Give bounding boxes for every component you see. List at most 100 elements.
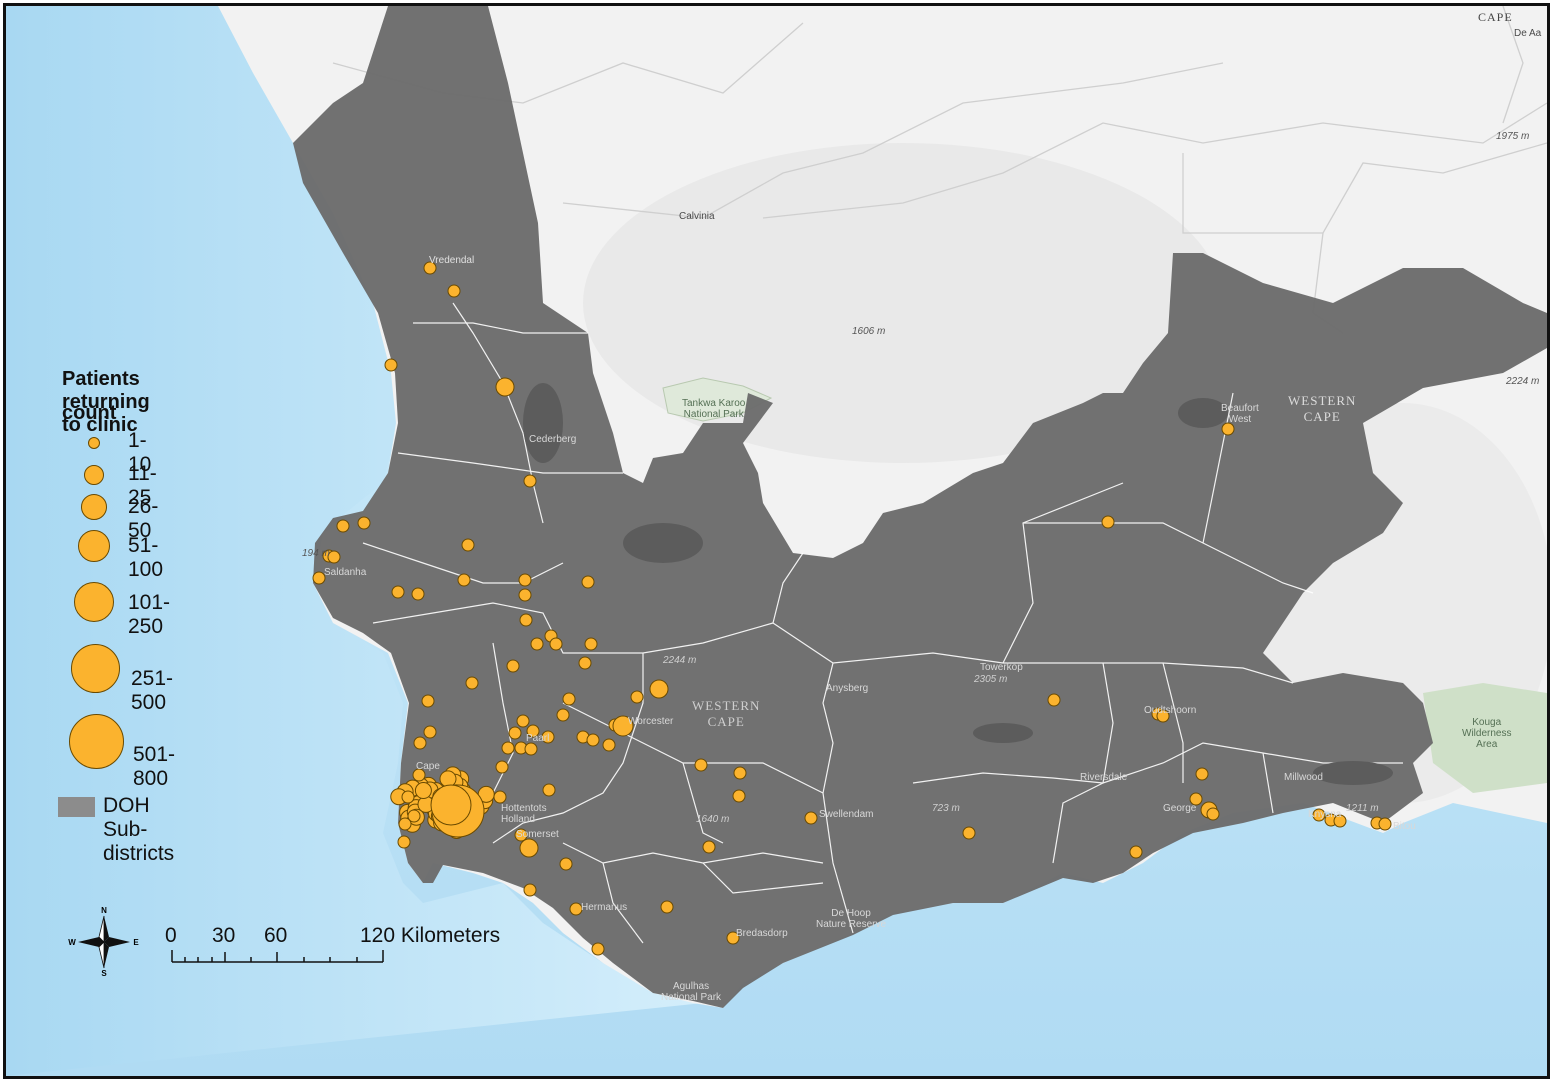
patient-count-symbol[interactable] xyxy=(508,726,522,740)
patient-count-symbol[interactable] xyxy=(1047,693,1061,707)
patient-count-symbol[interactable] xyxy=(457,573,471,587)
patient-count-symbol[interactable] xyxy=(586,733,600,747)
patient-count-symbol[interactable] xyxy=(519,613,533,627)
patient-count-symbol[interactable] xyxy=(556,708,570,722)
patient-count-symbol[interactable] xyxy=(412,768,426,782)
patient-count-symbol[interactable] xyxy=(407,809,421,823)
patient-count-symbol[interactable] xyxy=(430,784,472,826)
patient-count-symbol[interactable] xyxy=(530,637,544,651)
patient-count-symbol[interactable] xyxy=(581,575,595,589)
elev-194: 194 m xyxy=(302,548,330,559)
patient-count-symbol[interactable] xyxy=(423,261,437,275)
south-label: S xyxy=(101,969,107,978)
patient-count-symbol[interactable] xyxy=(519,838,539,858)
patient-count-symbol[interactable] xyxy=(421,694,435,708)
patient-count-symbol[interactable] xyxy=(524,742,538,756)
patient-count-symbol[interactable] xyxy=(1206,807,1220,821)
patient-count-symbol[interactable] xyxy=(562,692,576,706)
patient-count-symbol[interactable] xyxy=(542,783,556,797)
patient-count-symbol[interactable] xyxy=(336,519,350,533)
patient-count-symbol[interactable] xyxy=(591,942,605,956)
patient-count-symbol[interactable] xyxy=(526,724,540,738)
patient-count-symbol[interactable] xyxy=(518,573,532,587)
scale-label-120: 120 Kilometers xyxy=(360,924,501,947)
patient-count-symbol[interactable] xyxy=(411,587,425,601)
legend-title-line2: count xyxy=(62,402,117,424)
patient-count-symbol[interactable] xyxy=(514,828,528,842)
patient-count-symbol[interactable] xyxy=(962,826,976,840)
patient-count-symbol[interactable] xyxy=(1378,817,1392,831)
patient-count-symbol[interactable] xyxy=(414,782,432,800)
patient-count-symbol[interactable] xyxy=(439,770,457,788)
legend-symbol-1 xyxy=(88,437,100,449)
label-calvinia: Calvinia xyxy=(679,211,715,222)
patient-count-symbol[interactable] xyxy=(1129,845,1143,859)
elev-1606: 1606 m xyxy=(852,326,886,337)
patient-count-symbol[interactable] xyxy=(541,730,555,744)
patient-count-symbol[interactable] xyxy=(506,659,520,673)
patient-count-symbol[interactable] xyxy=(549,637,563,651)
legend-label-4: 51-100 xyxy=(128,534,164,581)
patient-count-symbol[interactable] xyxy=(327,550,341,564)
patient-count-symbol[interactable] xyxy=(804,811,818,825)
north-label: N xyxy=(101,906,107,915)
patient-count-symbol[interactable] xyxy=(401,790,415,804)
label-de-aar: De Aa xyxy=(1514,28,1542,39)
patient-count-symbol[interactable] xyxy=(694,758,708,772)
patient-count-symbol[interactable] xyxy=(501,741,515,755)
patient-count-symbol[interactable] xyxy=(523,474,537,488)
patient-count-symbol[interactable] xyxy=(602,738,616,752)
patient-count-symbol[interactable] xyxy=(1195,767,1209,781)
patient-count-symbol[interactable] xyxy=(357,516,371,530)
label-millwood: Millwood xyxy=(1284,772,1323,783)
patient-count-symbol[interactable] xyxy=(495,377,515,397)
patient-count-symbol[interactable] xyxy=(559,857,573,871)
patient-count-symbol[interactable] xyxy=(493,790,507,804)
patient-count-symbol[interactable] xyxy=(391,585,405,599)
legend-label-5: 101-250 xyxy=(128,591,171,638)
terrain-shade xyxy=(583,143,1223,463)
label-bredasdorp: Bredasdorp xyxy=(736,928,788,939)
patient-count-symbol[interactable] xyxy=(1156,709,1170,723)
patient-count-symbol[interactable] xyxy=(447,284,461,298)
patient-count-symbol[interactable] xyxy=(516,714,530,728)
patient-count-symbol[interactable] xyxy=(495,760,509,774)
patient-count-symbol[interactable] xyxy=(612,715,634,737)
elev-2305: 2305 m xyxy=(974,674,1008,685)
patient-count-symbol[interactable] xyxy=(397,835,411,849)
patient-count-symbol[interactable] xyxy=(1189,792,1203,806)
patient-count-symbol[interactable] xyxy=(465,676,479,690)
patient-count-symbol[interactable] xyxy=(1312,808,1326,822)
scale-label-60: 60 xyxy=(264,924,288,947)
patient-count-symbol[interactable] xyxy=(649,679,669,699)
legend-symbol-6 xyxy=(71,644,120,693)
patient-count-symbol[interactable] xyxy=(518,588,532,602)
label-oudtshoorn: Oudtshoorn xyxy=(1144,705,1197,716)
patient-count-symbol[interactable] xyxy=(726,931,740,945)
patient-count-symbol[interactable] xyxy=(523,883,537,897)
scale-label-30: 30 xyxy=(212,924,236,947)
patient-count-symbol[interactable] xyxy=(1221,422,1235,436)
label-somerset: Somerset xyxy=(516,829,559,840)
patient-count-symbol[interactable] xyxy=(569,902,583,916)
patient-count-symbol[interactable] xyxy=(630,690,644,704)
patient-count-symbol[interactable] xyxy=(1333,814,1347,828)
patient-count-symbol[interactable] xyxy=(1101,515,1115,529)
patient-count-symbol[interactable] xyxy=(660,900,674,914)
patient-count-symbol[interactable] xyxy=(733,766,747,780)
patient-count-symbol[interactable] xyxy=(578,656,592,670)
patient-count-symbol[interactable] xyxy=(584,637,598,651)
legend-symbol-5 xyxy=(74,582,114,622)
patient-count-symbol[interactable] xyxy=(398,817,412,831)
patient-count-symbol[interactable] xyxy=(384,358,398,372)
patient-count-symbol[interactable] xyxy=(461,538,475,552)
patient-count-symbol[interactable] xyxy=(423,725,437,739)
patient-count-symbol[interactable] xyxy=(312,571,326,585)
map-canvas[interactable] xyxy=(6,6,1547,1076)
patient-count-symbol[interactable] xyxy=(702,840,716,854)
patient-symbols[interactable] xyxy=(312,261,1392,956)
patient-count-symbol[interactable] xyxy=(732,789,746,803)
patient-count-symbol[interactable] xyxy=(413,736,427,750)
sub-districts-layer[interactable] xyxy=(293,6,1547,1008)
label-anysberg: Anysberg xyxy=(826,683,869,694)
